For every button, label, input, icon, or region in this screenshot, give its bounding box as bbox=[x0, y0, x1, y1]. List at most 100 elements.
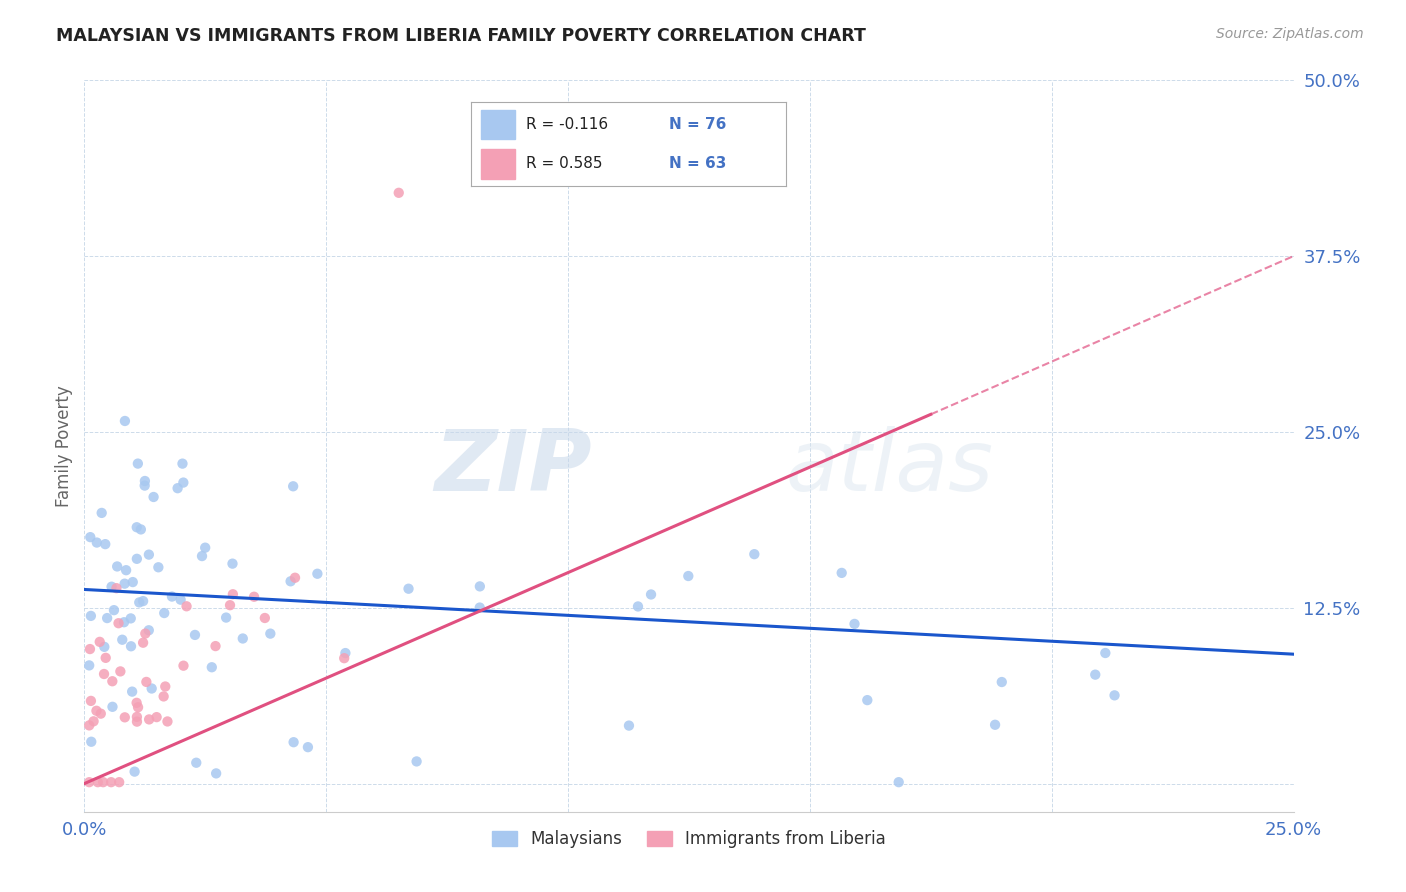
Point bbox=[176, 599, 198, 614]
Point bbox=[83, 714, 105, 729]
Point bbox=[125, 714, 148, 729]
Point bbox=[77, 775, 100, 789]
Point bbox=[215, 610, 238, 624]
Point bbox=[101, 699, 124, 714]
Point bbox=[152, 690, 174, 704]
Point bbox=[205, 766, 228, 780]
Y-axis label: Family Poverty: Family Poverty bbox=[55, 385, 73, 507]
Point bbox=[259, 626, 281, 640]
Point bbox=[79, 642, 101, 657]
Point bbox=[138, 713, 160, 727]
Point bbox=[110, 665, 132, 679]
Point bbox=[186, 756, 208, 770]
Point bbox=[280, 574, 302, 589]
Point bbox=[105, 559, 128, 574]
Point bbox=[141, 681, 163, 696]
Point bbox=[111, 632, 134, 647]
Point bbox=[1084, 667, 1107, 681]
Point bbox=[80, 608, 103, 623]
Point bbox=[87, 775, 110, 789]
Point bbox=[138, 548, 160, 562]
Point bbox=[204, 639, 226, 653]
Point bbox=[468, 600, 491, 615]
Point bbox=[153, 606, 176, 620]
Point bbox=[125, 551, 148, 566]
Point bbox=[232, 632, 254, 646]
Point bbox=[744, 547, 766, 561]
Point bbox=[121, 684, 143, 698]
Point bbox=[108, 775, 131, 789]
Point bbox=[142, 490, 165, 504]
Point bbox=[105, 581, 128, 595]
Point bbox=[640, 587, 662, 601]
Point bbox=[398, 582, 420, 596]
Point bbox=[94, 537, 117, 551]
Point bbox=[984, 718, 1007, 732]
Point bbox=[114, 710, 136, 724]
Point bbox=[627, 599, 650, 614]
Point bbox=[172, 475, 194, 490]
Text: atlas: atlas bbox=[786, 426, 994, 509]
Point bbox=[307, 566, 329, 581]
Point bbox=[125, 520, 148, 534]
Point bbox=[160, 590, 183, 604]
Point bbox=[172, 457, 194, 471]
Point bbox=[100, 775, 122, 789]
Text: Source: ZipAtlas.com: Source: ZipAtlas.com bbox=[1216, 27, 1364, 41]
Point bbox=[135, 674, 157, 689]
Point bbox=[124, 764, 146, 779]
Point bbox=[94, 650, 117, 665]
Point bbox=[100, 580, 122, 594]
Point bbox=[1094, 646, 1116, 660]
Point bbox=[887, 775, 910, 789]
Point bbox=[129, 523, 152, 537]
Point bbox=[80, 735, 103, 749]
Point bbox=[678, 569, 700, 583]
Point bbox=[221, 557, 243, 571]
Point bbox=[79, 530, 101, 544]
Point bbox=[219, 598, 242, 612]
Point bbox=[191, 549, 214, 563]
Point bbox=[468, 579, 491, 593]
Point bbox=[173, 658, 195, 673]
Point bbox=[990, 675, 1012, 690]
Point bbox=[166, 481, 188, 495]
Point bbox=[856, 693, 879, 707]
Point bbox=[127, 700, 149, 714]
Point bbox=[134, 474, 156, 488]
Point bbox=[120, 611, 142, 625]
Point bbox=[132, 594, 155, 608]
Point bbox=[115, 563, 138, 577]
Point bbox=[145, 710, 167, 724]
Point bbox=[134, 478, 156, 492]
Point bbox=[128, 595, 150, 609]
Point bbox=[283, 735, 305, 749]
Point bbox=[77, 658, 100, 673]
Point bbox=[77, 718, 100, 732]
Point bbox=[617, 718, 640, 732]
Point bbox=[127, 457, 149, 471]
Point bbox=[844, 616, 866, 631]
Point bbox=[284, 571, 307, 585]
Point bbox=[93, 667, 115, 681]
Point bbox=[283, 479, 305, 493]
Point bbox=[155, 680, 177, 694]
Point bbox=[107, 616, 129, 631]
Point bbox=[134, 626, 156, 640]
Point bbox=[132, 636, 155, 650]
Point bbox=[138, 624, 160, 638]
Point bbox=[184, 628, 207, 642]
Point bbox=[86, 535, 108, 549]
Point bbox=[114, 414, 136, 428]
Point bbox=[89, 635, 111, 649]
Point bbox=[243, 590, 266, 604]
Point bbox=[253, 611, 276, 625]
Point bbox=[297, 740, 319, 755]
Point bbox=[80, 694, 103, 708]
Text: ZIP: ZIP bbox=[434, 426, 592, 509]
Point bbox=[831, 566, 853, 580]
Point bbox=[201, 660, 224, 674]
Point bbox=[114, 576, 136, 591]
Point bbox=[93, 640, 115, 654]
Point bbox=[101, 674, 124, 689]
